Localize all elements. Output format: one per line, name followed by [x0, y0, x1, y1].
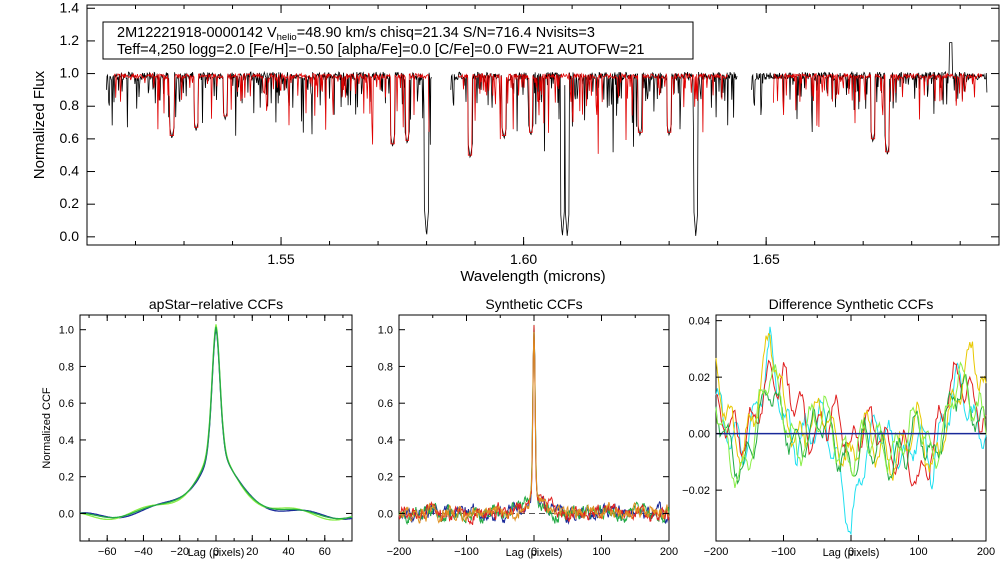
xtick-label: 1.65 — [753, 251, 780, 267]
xtick-label: 0 — [531, 546, 537, 558]
difference-ccf-axes: −200 −100 0 100 200 −0.02 0.00 0.02 0.04 — [682, 315, 995, 558]
synthetic-ccf-series-group — [398, 324, 670, 526]
xtick-label: −40 — [134, 546, 153, 558]
xtick-label: 0 — [213, 546, 219, 558]
ytick-label: 0.0 — [60, 228, 80, 244]
xtick-label: −60 — [98, 546, 117, 558]
xtick-label: 20 — [246, 546, 258, 558]
spectrum-axes: 1.55 1.60 1.65 0.0 0.2 0.4 0.6 0.8 1.0 1.2 1.4 — [60, 0, 999, 267]
vhelio-subscript: helio — [277, 32, 297, 43]
apstar-ccf-panel: apStar−relative CCFs −60 −40 −20 0 20 40 60 0.0… — [41, 296, 353, 559]
info-line-1: 2M12221918-0000142 Vhelio=48.90 km/s chi… — [117, 25, 595, 43]
ytick-label: 0.00 — [689, 429, 710, 441]
ytick-label: 0.8 — [59, 361, 74, 373]
xtick-label: 1.55 — [267, 251, 294, 267]
ytick-label: 0.4 — [59, 435, 74, 447]
apstar-ccf-ylabel: Normalized CCF — [41, 387, 53, 469]
synthetic-ccf-panel: Synthetic CCFs −200 −100 0 100 200 0.0 0.2 0.4 0… — [378, 296, 678, 559]
spectrum-series-group — [106, 42, 988, 236]
xtick-label: −20 — [170, 546, 189, 558]
ytick-label: 0.6 — [59, 398, 74, 410]
ytick-label: 0.4 — [378, 435, 393, 447]
ytick-label: 1.0 — [59, 325, 74, 337]
xtick-label: −200 — [387, 546, 412, 558]
xtick-label: 200 — [977, 546, 995, 558]
model-spectrum-chip-2 — [458, 72, 728, 156]
ytick-label: 0.04 — [689, 316, 710, 328]
ytick-label: 0.8 — [60, 97, 80, 113]
ytick-label: 0.2 — [378, 472, 393, 484]
difference-ccf-line-red — [715, 359, 987, 487]
ytick-label: 0.4 — [60, 163, 80, 179]
spectrum-xlabel: Wavelength (microns) — [460, 268, 605, 285]
ytick-label: 0.6 — [378, 398, 393, 410]
difference-ccf-frame — [715, 314, 987, 542]
ytick-label: 1.0 — [378, 325, 393, 337]
synthetic-ccf-line-4 — [398, 331, 670, 524]
spectrum-panel: 1.55 1.60 1.65 0.0 0.2 0.4 0.6 0.8 1.0 1.2 1.4 2M1… — [31, 0, 1000, 285]
apstar-ccf-xlabel: Lag (pixels) — [188, 547, 245, 559]
ytick-label: 0.2 — [59, 472, 74, 484]
synthetic-ccf-xlabel: Lag (pixels) — [506, 547, 563, 559]
apstar-ccf-axes: −60 −40 −20 0 20 40 60 0.0 0.2 0.4 0.6 0.8 1.0 — [59, 315, 352, 558]
model-spectrum-chip-3 — [773, 72, 983, 153]
info-line-2: Teff=4,250 logg=2.0 [Fe/H]=−0.50 [alpha/… — [117, 42, 644, 58]
synthetic-ccf-axes: −200 −100 0 100 200 0.0 0.2 0.4 0.6 0.8 1.0 — [378, 315, 678, 558]
ytick-label: 1.0 — [60, 65, 80, 81]
synthetic-ccf-line-2 — [398, 324, 670, 526]
apstar-ccf-series-group — [79, 324, 353, 521]
ytick-label: 1.2 — [60, 32, 80, 48]
synthetic-ccf-frame — [398, 314, 670, 542]
ytick-label: 0.6 — [60, 130, 80, 146]
xtick-label: −100 — [454, 546, 479, 558]
xtick-label: 1.60 — [510, 251, 537, 267]
ytick-label: 1.4 — [60, 0, 80, 15]
xtick-label: 100 — [592, 546, 610, 558]
model-spectrum-chip-1 — [113, 72, 430, 145]
ytick-label: 0.0 — [378, 508, 393, 520]
xtick-label: 0 — [848, 546, 854, 558]
xtick-label: 100 — [909, 546, 927, 558]
vhelio-value: =48.90 km/s — [297, 25, 376, 41]
vhelio-prefix: V — [267, 25, 277, 41]
spectrum-ylabel: Normalized Flux — [31, 70, 48, 179]
observed-spectrum-chip-3 — [751, 42, 988, 155]
ytick-label: 0.0 — [59, 508, 74, 520]
xtick-label: 40 — [282, 546, 294, 558]
difference-ccf-title: Difference Synthetic CCFs — [769, 296, 934, 312]
xtick-label: −200 — [704, 546, 729, 558]
xtick-label: 60 — [319, 546, 331, 558]
star-id: 2M12221918-0000142 — [117, 25, 263, 41]
ytick-label: 0.2 — [60, 195, 80, 211]
synthetic-ccf-title: Synthetic CCFs — [485, 296, 582, 312]
info-line-1-rest: chisq=21.34 S/N=716.4 Nvisits=3 — [380, 25, 595, 41]
ytick-label: 0.02 — [689, 372, 710, 384]
difference-ccf-line-lightgreen — [715, 361, 987, 489]
xtick-label: 200 — [660, 546, 678, 558]
apstar-ccf-title: apStar−relative CCFs — [149, 296, 283, 312]
difference-ccf-xlabel: Lag (pixels) — [823, 547, 880, 559]
apstar-ccf-line-3 — [79, 326, 353, 520]
ytick-label: −0.02 — [682, 485, 710, 497]
apstar-ccf-frame — [79, 314, 353, 542]
difference-ccf-series-group — [715, 326, 987, 536]
xtick-label: −100 — [771, 546, 796, 558]
difference-ccf-panel: Difference Synthetic CCFs −200 −100 0 100 20… — [682, 296, 995, 559]
ytick-label: 0.8 — [378, 361, 393, 373]
info-box — [102, 21, 694, 60]
